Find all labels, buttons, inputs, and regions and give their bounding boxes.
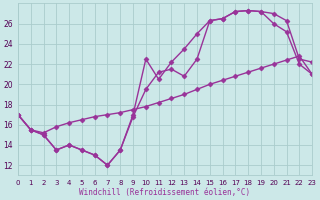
X-axis label: Windchill (Refroidissement éolien,°C): Windchill (Refroidissement éolien,°C)	[79, 188, 251, 197]
